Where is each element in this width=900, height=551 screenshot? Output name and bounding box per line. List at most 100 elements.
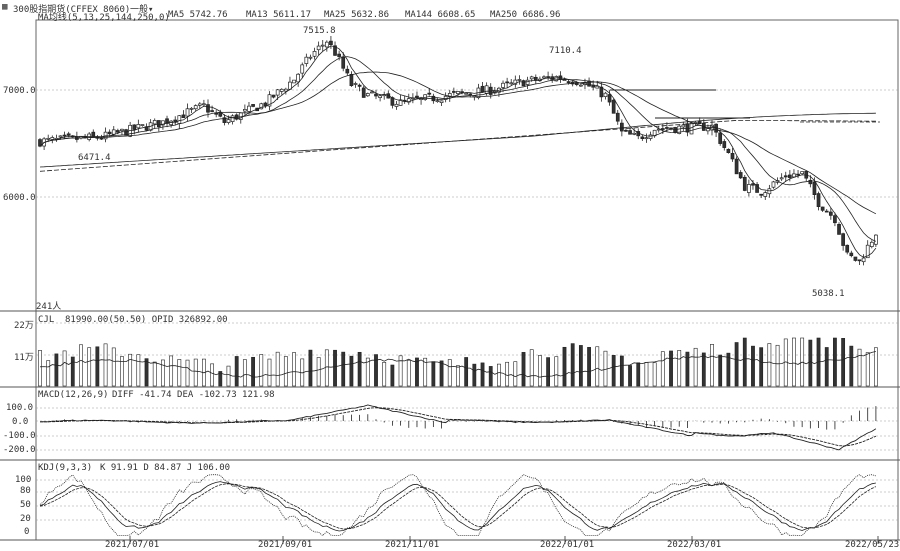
volume-bar xyxy=(456,365,460,387)
candle-down xyxy=(251,104,255,107)
candle-up xyxy=(874,234,878,245)
volume-title[interactable]: CJL xyxy=(38,315,55,325)
candle-down xyxy=(788,174,792,178)
candle-down xyxy=(210,110,214,112)
macd-title[interactable]: MACD(12,26,9) xyxy=(38,390,109,400)
candle-up xyxy=(447,93,452,98)
x-label-2022-01: 2022/01/01 xyxy=(540,540,595,550)
ma25-value: MA25 5632.86 xyxy=(324,10,390,20)
candle-up xyxy=(603,92,608,98)
volume-bar xyxy=(636,362,641,387)
volume-bar xyxy=(177,359,182,387)
candle-down xyxy=(521,80,526,87)
volume-bar xyxy=(833,337,837,387)
price-corner-label: 241人 xyxy=(36,302,62,312)
volume-bar xyxy=(398,355,403,387)
candle-down xyxy=(673,127,677,133)
volume-bar xyxy=(382,361,387,387)
volume-bar xyxy=(46,360,51,387)
window-icon[interactable]: ▦ xyxy=(2,2,8,12)
ma250-line xyxy=(39,120,876,172)
volume-bar xyxy=(152,361,157,387)
open-interest-line xyxy=(39,351,876,378)
candle-up xyxy=(111,129,116,135)
candle-down xyxy=(206,104,210,113)
volume-bar xyxy=(693,347,698,387)
candle-up xyxy=(296,73,300,83)
volume-bar xyxy=(161,359,165,387)
candle-up xyxy=(284,88,288,92)
candle-up xyxy=(279,88,284,92)
volume-bar xyxy=(578,345,583,387)
x-label-2022-03: 2022/03/01 xyxy=(667,540,722,550)
candle-up xyxy=(120,128,124,131)
period-selector[interactable]: 一般▾ xyxy=(130,2,153,15)
candle-down xyxy=(345,68,350,74)
candle-up xyxy=(353,83,358,85)
candle-down xyxy=(837,224,841,235)
volume-bar xyxy=(644,362,649,387)
candle-up xyxy=(562,79,567,82)
candle-down xyxy=(460,91,464,94)
volume-bar xyxy=(538,355,542,387)
annotation-low-2: 5038.1 xyxy=(812,289,845,299)
kdj-title[interactable]: KDJ(9,3,3) xyxy=(38,463,93,473)
chart-frame xyxy=(35,19,899,541)
candle-up xyxy=(706,128,710,132)
volume-bar xyxy=(54,353,59,387)
candle-down xyxy=(116,130,120,133)
volume-bar xyxy=(267,358,272,387)
candle-up xyxy=(320,44,325,47)
volume-bar xyxy=(87,347,92,387)
volume-bar xyxy=(587,347,591,387)
candle-up xyxy=(439,100,444,103)
volume-bar xyxy=(497,363,501,387)
volume-bar xyxy=(374,354,378,387)
candle-up xyxy=(275,89,280,96)
volume-bar xyxy=(283,356,288,387)
candle-down xyxy=(718,132,723,144)
volume-bar xyxy=(554,356,559,387)
candle-down xyxy=(665,127,669,129)
candle-down xyxy=(853,256,858,261)
candle-up xyxy=(689,122,694,135)
volume-bar xyxy=(611,355,616,387)
candle-down xyxy=(828,211,833,216)
volume-bar xyxy=(349,355,354,387)
candle-up xyxy=(509,82,514,85)
kdj-tick-100: 100 xyxy=(15,475,32,485)
candle-down xyxy=(742,176,747,191)
candle-up xyxy=(185,108,190,117)
volume-bar xyxy=(357,351,362,387)
candle-down xyxy=(615,112,620,122)
volume-bar xyxy=(62,350,67,387)
chevron-down-icon[interactable]: ▾ xyxy=(148,5,154,15)
volume-bar xyxy=(710,344,714,387)
ma-indicator-title[interactable]: MA均线(5,13,25,144,250,0) xyxy=(38,13,170,23)
candle-up xyxy=(517,79,522,81)
volume-bar xyxy=(718,354,723,387)
candle-up xyxy=(554,76,559,82)
candle-up xyxy=(398,99,403,106)
candle-down xyxy=(755,184,759,193)
candle-up xyxy=(525,79,530,85)
kdj-tick-80: 80 xyxy=(20,486,31,496)
candle-up xyxy=(861,257,866,263)
candle-up xyxy=(869,241,874,247)
candle-down xyxy=(533,76,538,81)
kdj-values: K 91.91 D 84.87 J 106.00 xyxy=(100,463,231,473)
volume-bar xyxy=(562,346,567,387)
candle-down xyxy=(624,129,628,132)
volume-bar xyxy=(759,347,764,387)
candle-up xyxy=(456,91,460,94)
volume-bar xyxy=(136,354,141,387)
candle-down xyxy=(66,133,71,136)
volume-bar xyxy=(751,345,755,387)
candle-up xyxy=(370,91,374,94)
volume-bar xyxy=(341,351,346,387)
candle-up xyxy=(161,120,165,126)
volume-bar xyxy=(128,353,133,387)
candle-down xyxy=(361,87,366,98)
volume-bar xyxy=(308,349,313,387)
